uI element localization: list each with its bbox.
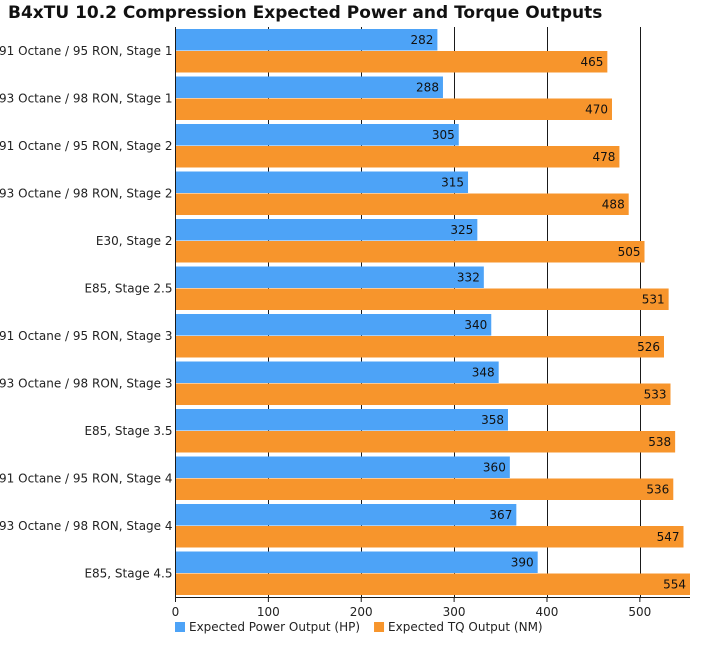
chart-title: B4xTU 10.2 Compression Expected Power an… — [8, 3, 603, 23]
torque-bar — [175, 383, 671, 405]
data-label: 478 — [593, 150, 616, 164]
data-label: 305 — [432, 128, 455, 142]
torque-bar — [175, 241, 645, 263]
x-tick-label: 0 — [172, 605, 180, 619]
category-label: E85, Stage 2.5 — [84, 281, 172, 295]
power-bar — [175, 361, 499, 383]
power-bar — [175, 409, 508, 431]
power-bar — [175, 551, 538, 573]
data-label: 533 — [644, 387, 667, 401]
category-label: 93 Octane / 98 RON, Stage 1 — [0, 91, 173, 105]
torque-bar — [175, 573, 690, 595]
data-label: 554 — [663, 577, 686, 591]
x-tick-label: 200 — [350, 605, 373, 619]
category-label: 91 Octane / 95 RON, Stage 3 — [0, 329, 173, 343]
data-label: 547 — [657, 530, 680, 544]
power-bar — [175, 266, 484, 288]
data-label: 282 — [410, 33, 433, 47]
category-label: 93 Octane / 98 RON, Stage 2 — [0, 186, 173, 200]
data-label: 531 — [642, 292, 665, 306]
category-label: E85, Stage 4.5 — [84, 566, 172, 580]
category-label: 91 Octane / 95 RON, Stage 4 — [0, 471, 173, 485]
x-tick-label: 300 — [443, 605, 466, 619]
power-bar — [175, 314, 492, 336]
torque-bar — [175, 193, 629, 215]
x-tick-label: 100 — [257, 605, 280, 619]
legend-swatch-power — [175, 622, 185, 632]
data-label: 315 — [441, 175, 464, 189]
data-label: 526 — [637, 340, 660, 354]
data-label: 288 — [416, 80, 439, 94]
data-label: 505 — [618, 245, 641, 259]
data-label: 360 — [483, 460, 506, 474]
power-bar — [175, 219, 478, 241]
power-bar — [175, 171, 469, 193]
torque-bar — [175, 526, 684, 548]
data-label: 340 — [464, 318, 487, 332]
data-label: 538 — [648, 435, 671, 449]
data-label: 325 — [450, 223, 473, 237]
legend-swatch-torque — [374, 622, 385, 632]
data-label: 358 — [481, 413, 504, 427]
power-bar — [175, 76, 443, 98]
power-bar — [175, 504, 517, 526]
data-label: 488 — [602, 197, 625, 211]
category-label: 93 Octane / 98 RON, Stage 4 — [0, 519, 173, 533]
data-label: 348 — [472, 365, 495, 379]
data-label: 465 — [580, 55, 603, 69]
power-bar — [175, 29, 438, 51]
power-bar — [175, 456, 510, 478]
data-label: 367 — [489, 508, 512, 522]
data-label: 390 — [511, 555, 534, 569]
torque-bar — [175, 146, 620, 168]
x-tick-label: 400 — [536, 605, 559, 619]
torque-bar — [175, 478, 674, 500]
legend-label: Expected TQ Output (NM) — [388, 620, 543, 634]
legend-label: Expected Power Output (HP) — [189, 620, 360, 634]
torque-bar — [175, 98, 612, 120]
category-label: E85, Stage 3.5 — [84, 424, 172, 438]
category-label: 91 Octane / 95 RON, Stage 1 — [0, 44, 173, 58]
torque-bar — [175, 431, 676, 453]
torque-bar — [175, 288, 669, 310]
data-label: 470 — [585, 102, 608, 116]
x-tick-label: 500 — [628, 605, 651, 619]
data-label: 536 — [646, 482, 669, 496]
torque-bar — [175, 51, 608, 73]
data-label: 332 — [457, 270, 480, 284]
category-label: 91 Octane / 95 RON, Stage 2 — [0, 139, 173, 153]
torque-bar — [175, 336, 664, 358]
power-bar — [175, 124, 459, 146]
category-label: 93 Octane / 98 RON, Stage 3 — [0, 376, 173, 390]
category-label: E30, Stage 2 — [96, 234, 173, 248]
